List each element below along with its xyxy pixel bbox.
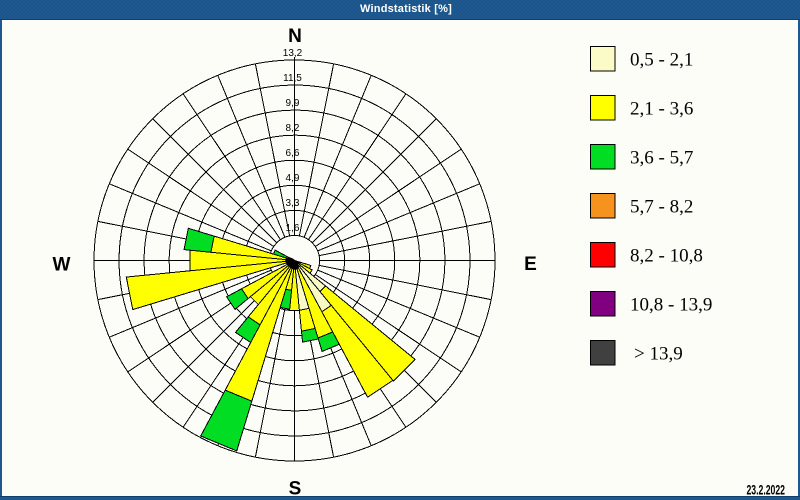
svg-text:6,6: 6,6: [286, 148, 300, 159]
svg-text:5,7 - 8,2: 5,7 - 8,2: [630, 197, 693, 218]
svg-text:23.2.2022: 23.2.2022: [746, 482, 785, 498]
svg-text:3,3: 3,3: [286, 198, 300, 209]
svg-text:9,9: 9,9: [286, 98, 300, 109]
svg-text:0,5 - 2,1: 0,5 - 2,1: [630, 50, 693, 71]
svg-text:W: W: [53, 255, 71, 276]
svg-text:11,5: 11,5: [283, 73, 302, 84]
svg-text:1,6: 1,6: [286, 223, 300, 234]
svg-text:3,6 - 5,7: 3,6 - 5,7: [630, 148, 693, 169]
svg-text:2,1 - 3,6: 2,1 - 3,6: [630, 99, 693, 120]
svg-text:N: N: [288, 26, 302, 47]
svg-text:> 13,9: > 13,9: [634, 344, 683, 365]
svg-text:13,2: 13,2: [283, 48, 303, 59]
svg-text:S: S: [289, 478, 302, 499]
svg-text:8,2: 8,2: [286, 123, 300, 134]
svg-text:4,9: 4,9: [286, 173, 300, 184]
svg-text:E: E: [524, 254, 537, 275]
svg-text:8,2 - 10,8: 8,2 - 10,8: [630, 246, 703, 267]
svg-text:10,8 - 13,9: 10,8 - 13,9: [630, 295, 712, 316]
